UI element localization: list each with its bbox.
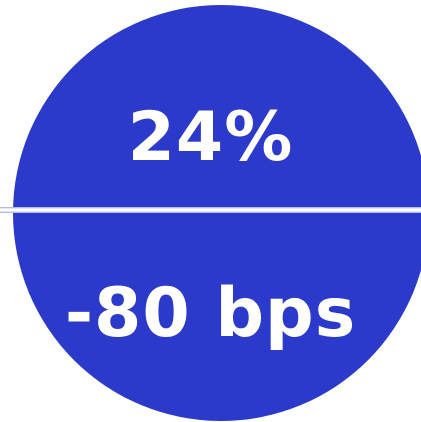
- badge-divider: [0, 207, 421, 213]
- top-value: 24%: [127, 98, 294, 177]
- badge-circle: [13, 5, 421, 421]
- bottom-value: -80 bps: [64, 274, 357, 353]
